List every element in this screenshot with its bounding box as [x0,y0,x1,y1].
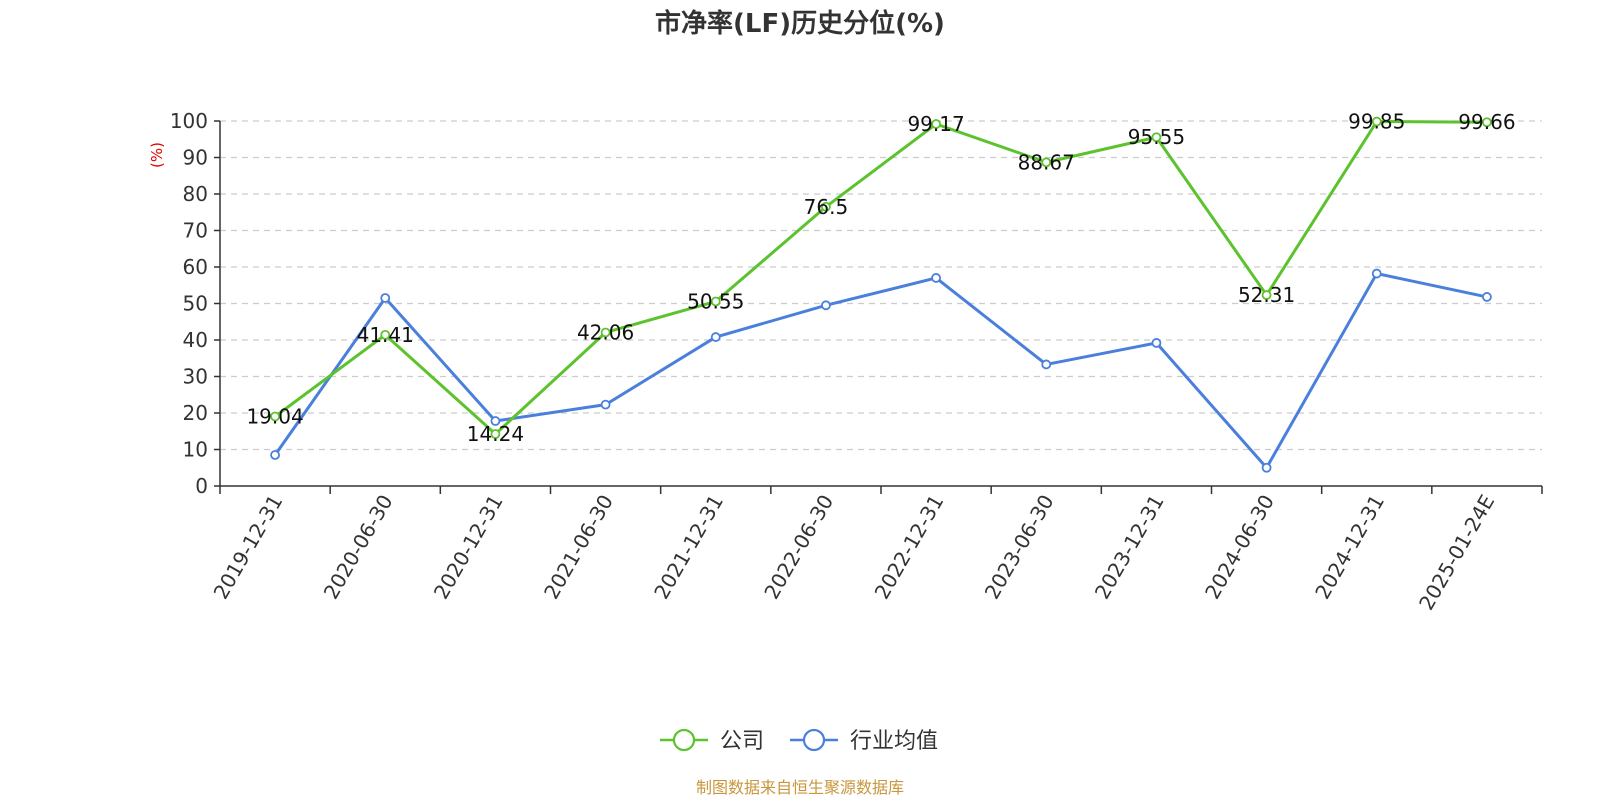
x-tick-label: 2020-06-30 [319,491,398,604]
y-tick-label: 20 [183,401,208,425]
y-tick-label: 100 [170,109,208,133]
data-point [931,119,941,129]
y-tick-label: 30 [183,365,208,389]
y-tick-label: 0 [195,474,208,498]
data-point [821,201,831,212]
series-line-0 [274,120,1487,436]
data-point [1151,338,1162,348]
x-tick-label: 2019-12-31 [209,491,288,604]
data-point [270,450,280,460]
grid-lines [220,120,1542,451]
x-tick-label: 2022-06-30 [759,491,838,604]
y-tick-label: 10 [183,438,208,462]
data-point [1482,292,1492,302]
x-tick-label: 2020-12-31 [429,491,508,604]
x-tick-label: 2024-12-31 [1310,491,1389,604]
data-label: 76.5 [804,195,849,219]
data-label: 50.55 [687,289,744,313]
x-tick-label: 2023-12-31 [1090,491,1169,604]
data-label: 14.24 [467,422,524,446]
data-point [710,296,721,307]
y-tick-label: 50 [183,292,208,316]
y-tick-label: 90 [183,146,208,170]
data-point [931,273,941,283]
data-label: 99.17 [907,112,964,136]
data-point [490,416,501,426]
data-point [1151,132,1162,143]
data-point [490,429,501,439]
data-point [1261,290,1272,300]
y-axis-unit: (%) [148,142,166,168]
data-label: 95.55 [1128,125,1185,149]
data-label: 99.66 [1458,110,1515,134]
y-tick-label: 70 [183,219,208,243]
data-point [270,411,280,422]
data-point [600,399,611,410]
data-point [1261,462,1272,473]
data-label: 52.31 [1238,283,1295,307]
legend-label: 公司 [720,729,764,754]
data-label: 88.67 [1018,150,1075,174]
x-tick-label: 2025-01-24E [1414,491,1499,615]
data-point [1371,268,1382,279]
legend: 公司 行业均值 [660,728,938,754]
data-point [1482,117,1492,128]
data-label: 99.85 [1348,110,1405,134]
x-tick-label: 2023-06-30 [980,491,1059,604]
data-label: 19.04 [246,405,303,429]
y-tick-label: 60 [183,255,208,279]
data-label: 42.06 [577,320,634,344]
data-point [600,327,611,338]
data-point [380,329,391,340]
y-tick-label: 80 [183,182,208,206]
data-point [1041,359,1052,370]
legend-marker [802,728,826,752]
legend-marker [672,728,696,752]
data-point [821,300,831,311]
data-label: 41.41 [357,323,414,347]
x-tick-label: 2022-12-31 [870,491,949,604]
series-line-1 [273,272,1488,470]
x-tick-label: 2021-06-30 [539,491,618,604]
source-note: 制图数据来自恒生聚源数据库 [696,778,904,797]
data-labels: 19.04 41.41 14.24 42.06 50.55 76.5 99.17 88.67 9… [246,110,1515,446]
y-tick-label: 40 [183,328,208,352]
x-tick-label: 2024-06-30 [1200,491,1279,604]
legend-label: 行业均值 [850,729,938,754]
series-layer [270,116,1492,473]
data-point [380,293,391,303]
data-point [1371,116,1382,127]
data-point [710,332,721,342]
data-point [1041,157,1052,168]
x-tick-label: 2021-12-31 [649,491,728,604]
chart-title: 市净率(LF)历史分位(%) [655,8,945,39]
